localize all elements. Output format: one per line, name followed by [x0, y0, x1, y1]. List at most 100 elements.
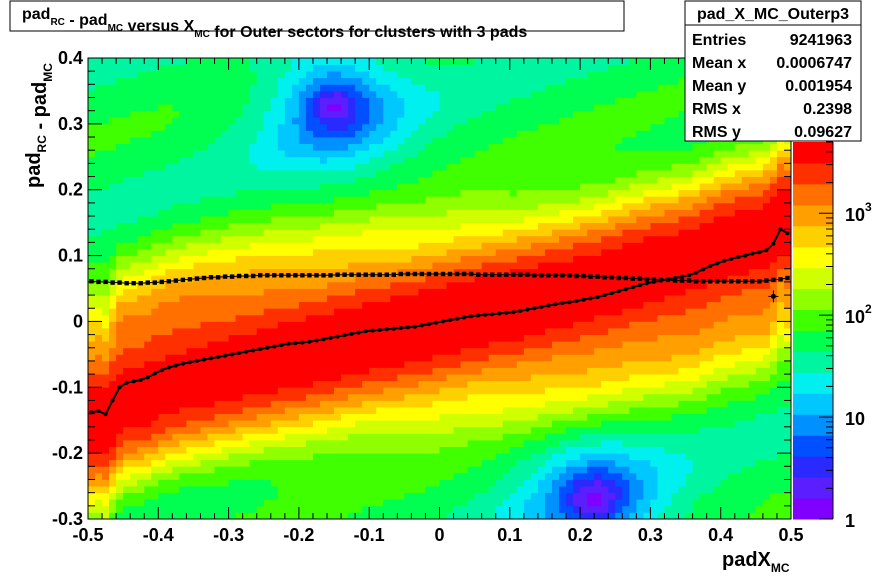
heatmap-cell	[137, 77, 145, 85]
heatmap-cell	[284, 439, 293, 447]
heatmap-cell	[369, 123, 377, 131]
heatmap-cell	[537, 492, 546, 500]
heatmap-cell	[235, 314, 244, 322]
heatmap-cell	[151, 360, 159, 368]
heatmap-cell	[530, 90, 539, 98]
heatmap-cell	[158, 393, 166, 401]
heatmap-cell	[256, 505, 265, 513]
heatmap-cell	[446, 209, 454, 217]
heatmap-cell	[481, 163, 490, 171]
heatmap-cell	[566, 367, 574, 375]
heatmap-cell	[207, 183, 215, 191]
heatmap-cell	[369, 189, 377, 197]
heatmap-cell	[256, 196, 265, 204]
heatmap-cell	[488, 216, 497, 224]
heatmap-cell	[291, 301, 300, 309]
heatmap-cell	[411, 110, 419, 118]
heatmap-cell	[298, 512, 307, 520]
heatmap-cell	[228, 341, 237, 349]
heatmap-cell	[425, 183, 433, 191]
heatmap-cell	[460, 479, 469, 487]
heatmap-cell	[137, 209, 145, 217]
heatmap-cell	[207, 453, 215, 461]
heatmap-cell	[425, 426, 433, 434]
heatmap-cell	[298, 479, 307, 487]
heatmap-cell	[355, 453, 363, 461]
heatmap-cell	[502, 64, 511, 72]
heatmap-cell	[355, 169, 363, 177]
heatmap-cell	[123, 354, 131, 362]
heatmap-cell	[580, 420, 588, 428]
heatmap-cell	[334, 360, 342, 368]
heatmap-cell	[383, 189, 391, 197]
heatmap-cell	[88, 360, 96, 368]
heatmap-cell	[284, 84, 293, 92]
heatmap-cell	[376, 58, 384, 65]
heatmap-cell	[137, 104, 145, 112]
heatmap-cell	[116, 433, 124, 441]
heatmap-cell	[559, 400, 567, 408]
heatmap-cell	[137, 360, 145, 368]
heatmap-cell	[102, 216, 110, 224]
heatmap-cell	[116, 420, 124, 428]
heatmap-cell	[355, 71, 363, 79]
heatmap-cell	[411, 459, 419, 467]
heatmap-cell	[544, 268, 553, 276]
heatmap-cell	[221, 123, 229, 131]
heatmap-cell	[369, 472, 377, 480]
heatmap-cell	[418, 248, 426, 256]
heatmap-cell	[580, 183, 588, 191]
heatmap-cell	[439, 321, 447, 329]
heatmap-cell	[291, 150, 300, 158]
heatmap-cell	[362, 334, 370, 342]
heatmap-cell	[319, 209, 328, 217]
heatmap-cell	[467, 235, 476, 243]
heatmap-cell	[263, 169, 272, 177]
heatmap-cell	[151, 472, 159, 480]
heatmap-cell	[235, 453, 244, 461]
heatmap-cell	[481, 90, 490, 98]
heatmap-cell	[242, 209, 251, 217]
heatmap-cell	[537, 143, 546, 151]
heatmap-cell	[284, 288, 293, 296]
heatmap-cell	[432, 387, 440, 395]
heatmap-cell	[137, 374, 145, 382]
heatmap-cell	[95, 229, 103, 237]
heatmap-cell	[460, 453, 469, 461]
heatmap-cell	[580, 156, 588, 164]
heatmap-cell	[109, 400, 117, 408]
heatmap-cell	[502, 387, 511, 395]
heatmap-cell	[559, 130, 567, 138]
heatmap-cell	[537, 196, 546, 204]
heatmap-cell	[432, 183, 440, 191]
heatmap-cell	[390, 413, 398, 421]
heatmap-cell	[109, 387, 117, 395]
heatmap-cell	[362, 426, 370, 434]
heatmap-cell	[284, 400, 293, 408]
heatmap-cell	[474, 433, 483, 441]
heatmap-cell	[158, 308, 166, 316]
heatmap-cell	[214, 328, 222, 335]
heatmap-cell	[397, 295, 405, 303]
heatmap-cell	[172, 255, 180, 263]
heatmap-cell	[298, 439, 307, 447]
heatmap-cell	[130, 328, 138, 335]
heatmap-cell	[474, 301, 483, 309]
heatmap-cell	[390, 374, 398, 382]
heatmap-cell	[348, 268, 356, 276]
heatmap-cell	[193, 374, 201, 382]
heatmap-cell	[200, 492, 208, 500]
heatmap-cell	[291, 235, 300, 243]
heatmap-cell	[341, 58, 349, 65]
heatmap-cell	[172, 216, 180, 224]
heatmap-cell	[404, 71, 412, 79]
heatmap-cell	[327, 321, 335, 329]
heatmap-cell	[397, 117, 405, 125]
heatmap-cell	[207, 242, 215, 250]
heatmap-cell	[102, 84, 110, 92]
heatmap-cell	[319, 229, 328, 237]
heatmap-cell	[123, 472, 131, 480]
heatmap-cell	[319, 439, 328, 447]
heatmap-cell	[130, 453, 138, 461]
heatmap-cell	[263, 512, 272, 520]
